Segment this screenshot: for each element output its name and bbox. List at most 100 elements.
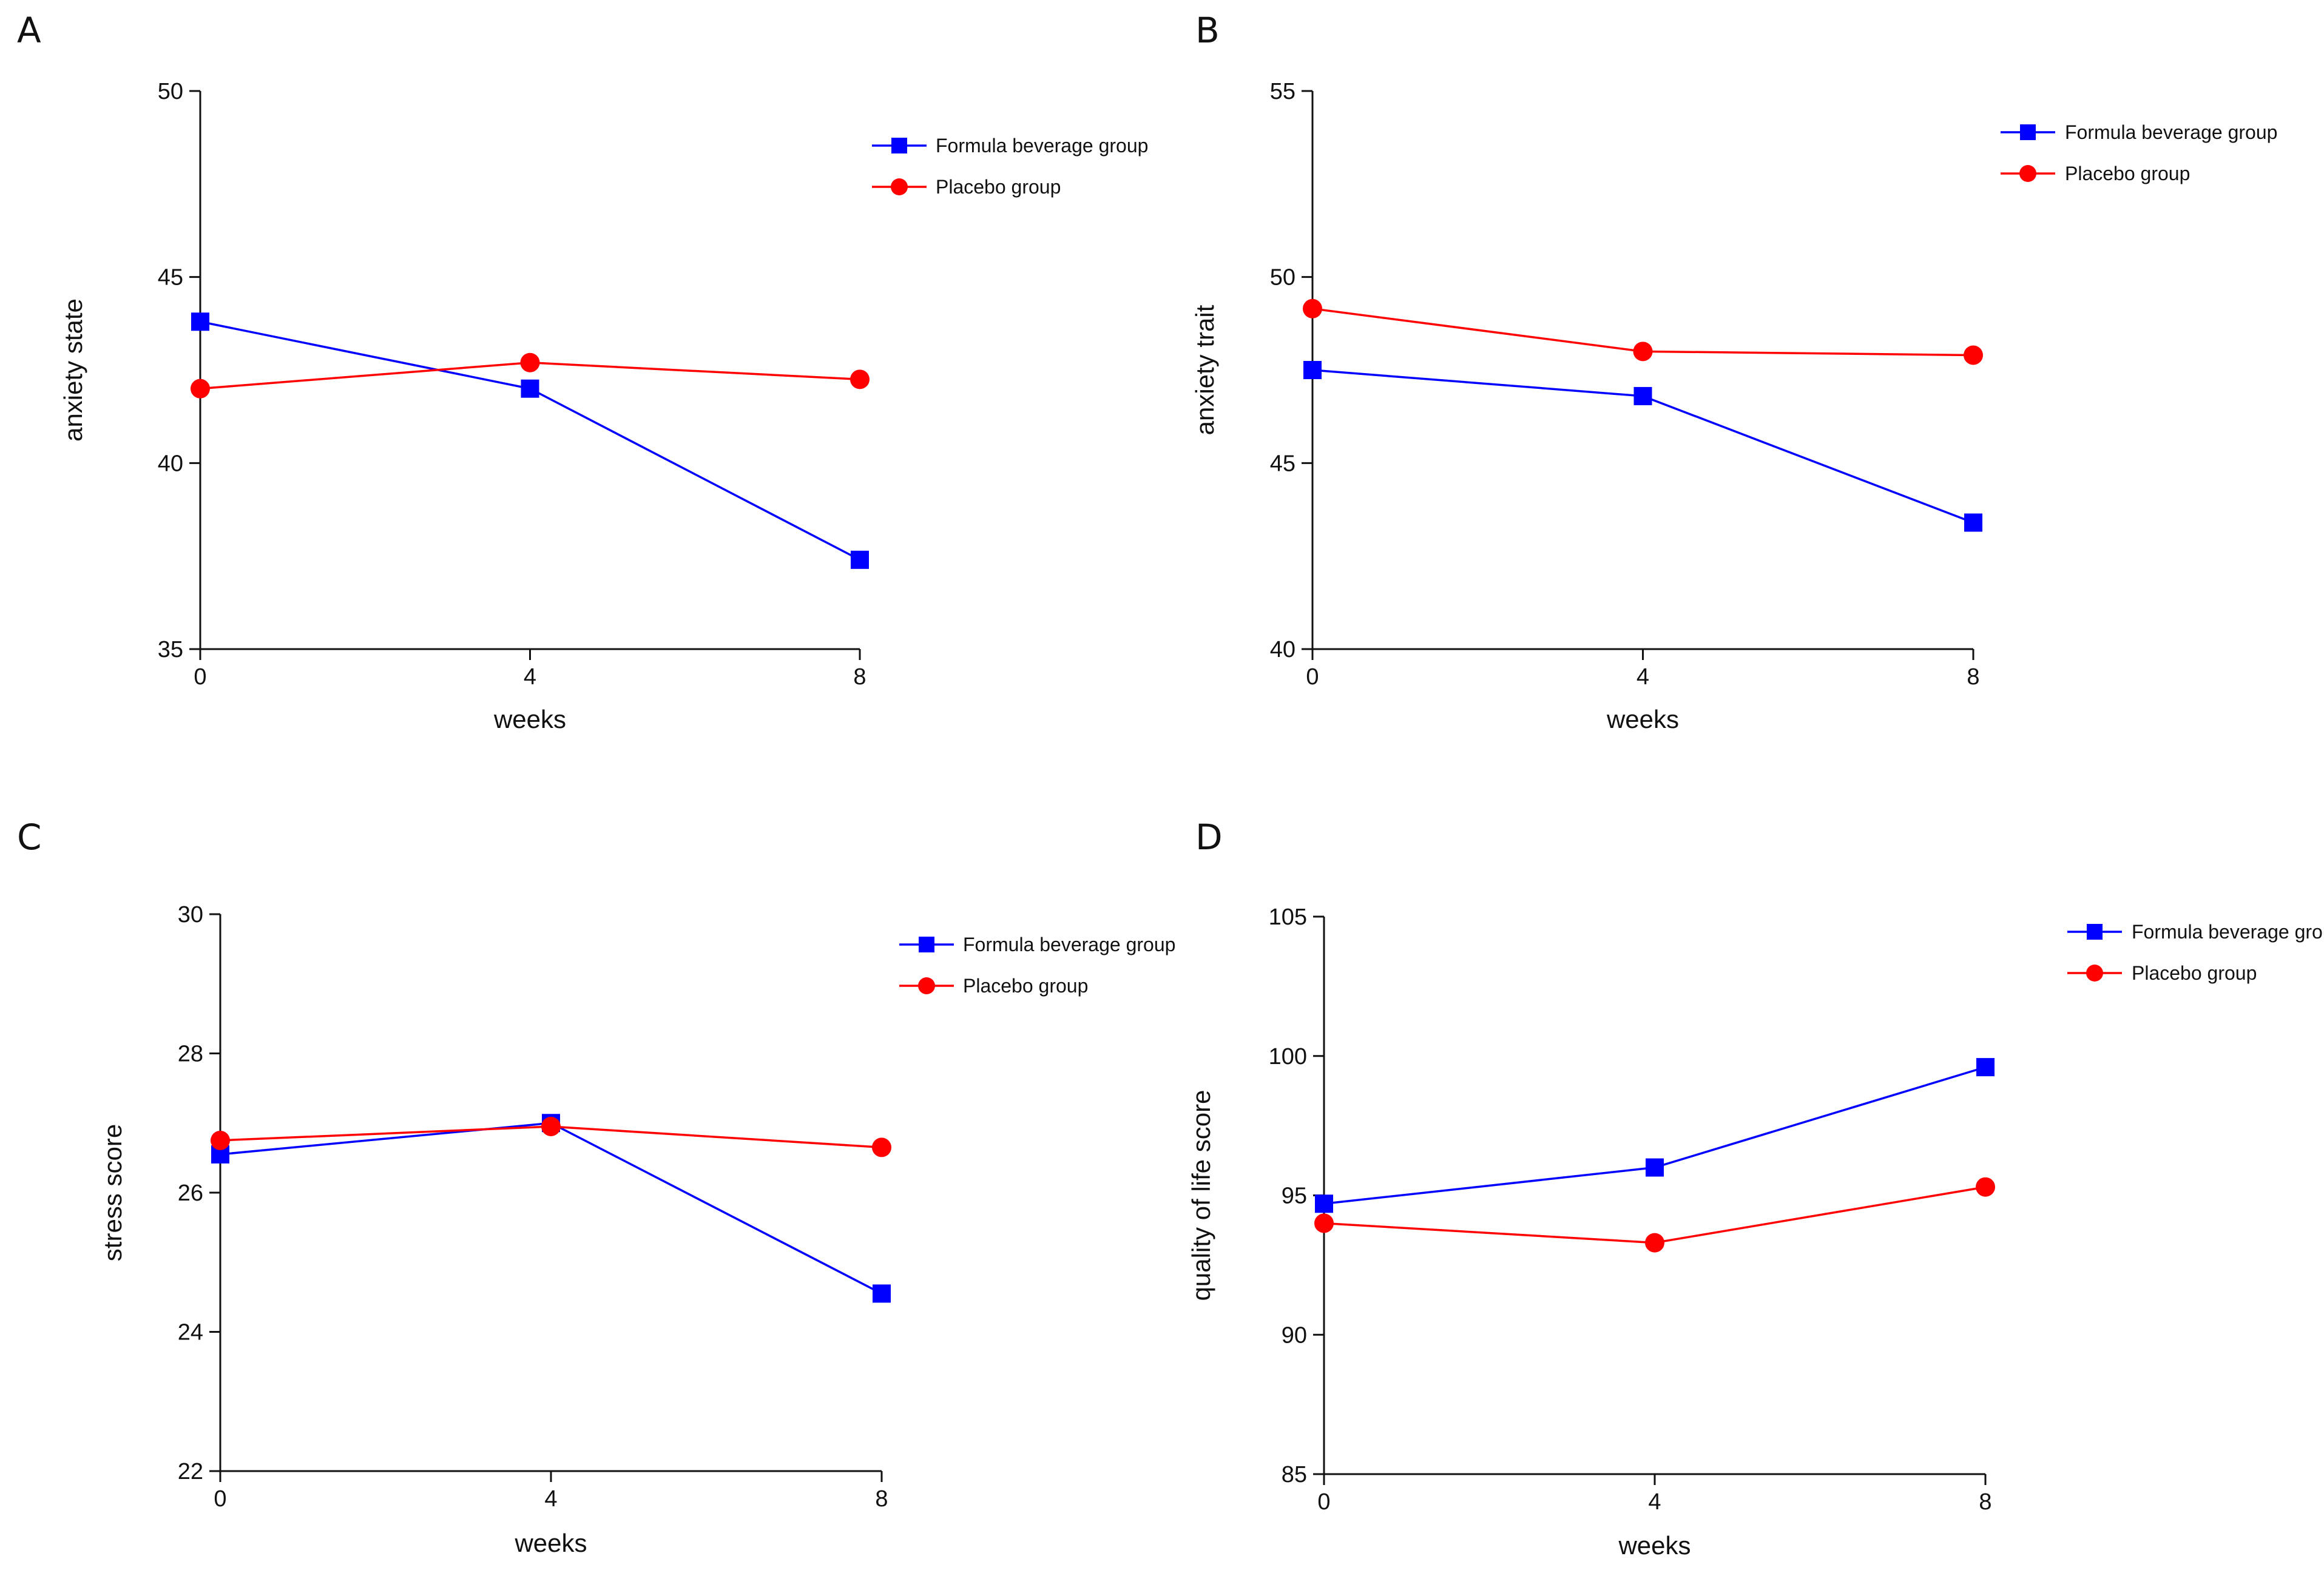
- y-tick-label: 24: [178, 1320, 203, 1346]
- legend-entry: Placebo group: [2001, 163, 2190, 184]
- data-point: [1314, 1213, 1334, 1233]
- series-placebo: [1314, 1177, 1995, 1253]
- legend-label: Placebo group: [2132, 962, 2257, 984]
- data-point: [521, 379, 539, 398]
- legend-marker: [2020, 124, 2036, 140]
- panel-letter: B: [1195, 10, 1220, 51]
- x-tick-label: 4: [1637, 664, 1649, 690]
- data-point: [1646, 1158, 1664, 1177]
- legend-label: Placebo group: [963, 975, 1088, 997]
- y-axis-title: anxiety trait: [1191, 305, 1219, 435]
- data-point: [873, 1284, 891, 1303]
- data-point: [1964, 345, 1983, 365]
- y-tick-label: 45: [158, 265, 183, 291]
- x-axis-title: weeks: [493, 705, 566, 733]
- x-tick-label: 0: [1306, 664, 1319, 690]
- data-point: [191, 312, 209, 331]
- data-point: [520, 352, 540, 372]
- data-point: [850, 369, 870, 389]
- legend-label: Formula beverage group: [936, 135, 1148, 157]
- x-tick-label: 0: [194, 664, 206, 690]
- chart-panel-a: A 35 40 45 50 0 4 8 weeks anxiety state Formula be…: [17, 10, 1148, 733]
- y-tick-label: 40: [1270, 637, 1295, 662]
- legend-marker: [2019, 165, 2036, 182]
- legend-marker: [919, 937, 934, 952]
- legend-marker: [2087, 924, 2103, 940]
- y-tick-label: 85: [1282, 1462, 1307, 1487]
- x-tick-label: 4: [1648, 1489, 1661, 1515]
- legend-entry: Placebo group: [2067, 962, 2257, 984]
- y-tick-label: 95: [1282, 1184, 1307, 1209]
- y-tick-label: 105: [1269, 904, 1307, 930]
- legend-entry: Formula beverage group: [2001, 121, 2277, 143]
- y-tick-label: 28: [178, 1042, 203, 1067]
- y-tick-label: 40: [158, 451, 183, 476]
- data-point: [1964, 513, 1982, 532]
- y-tick-label: 45: [1270, 451, 1295, 476]
- series-line: [220, 1122, 882, 1295]
- legend-label: Placebo group: [936, 176, 1061, 198]
- legend-marker: [891, 138, 907, 153]
- legend-marker: [891, 178, 908, 195]
- panel-letter: C: [17, 817, 42, 858]
- y-tick-label: 35: [158, 637, 183, 662]
- y-axis-title: stress score: [98, 1124, 127, 1261]
- chart-panel-c: C 22 24 26 28 30 0 4 8 weeks stress score Formula b…: [17, 817, 1175, 1557]
- data-point: [1303, 298, 1322, 318]
- legend-entry: Placebo group: [899, 975, 1088, 997]
- data-point: [1976, 1058, 1995, 1077]
- y-tick-label: 90: [1282, 1322, 1307, 1348]
- series-line: [1323, 1066, 1986, 1205]
- series-formula-beverage: [1315, 1058, 1995, 1213]
- x-tick-label: 8: [1967, 664, 1979, 690]
- chart-panel-d: D 85 90 95 100 105 0 4 8 weeks quality of life sco…: [1187, 817, 2324, 1560]
- series-placebo: [1303, 298, 1983, 365]
- legend-label: Formula beverage group: [2132, 921, 2324, 943]
- x-axis-title: weeks: [1606, 705, 1679, 733]
- y-tick-label: 55: [1270, 79, 1295, 104]
- y-tick-label: 50: [1270, 265, 1295, 291]
- y-axis-title: quality of life score: [1187, 1090, 1215, 1301]
- series-formula-beverage: [1303, 361, 1982, 532]
- panel-letter: A: [17, 10, 41, 51]
- legend-marker: [2086, 965, 2103, 982]
- data-point: [1976, 1177, 1995, 1197]
- y-axis-title: anxiety state: [59, 298, 87, 442]
- x-axis-title: weeks: [514, 1529, 587, 1557]
- series-placebo: [191, 352, 870, 399]
- legend-label: Formula beverage group: [963, 934, 1175, 955]
- data-point: [191, 379, 210, 399]
- legend-entry: Formula beverage group: [2067, 921, 2324, 943]
- x-tick-label: 0: [1317, 1489, 1330, 1515]
- data-point: [1315, 1194, 1333, 1213]
- legend-label: Formula beverage group: [2065, 121, 2277, 143]
- legend-marker: [918, 977, 935, 994]
- x-axis-title: weeks: [1618, 1531, 1691, 1560]
- x-tick-label: 4: [524, 664, 536, 690]
- data-point: [1633, 386, 1652, 405]
- y-tick-label: 50: [158, 79, 183, 104]
- data-point: [1645, 1233, 1664, 1253]
- data-point: [211, 1130, 230, 1150]
- legend-entry: Formula beverage group: [872, 135, 1148, 157]
- x-tick-label: 8: [853, 664, 866, 690]
- legend-entry: Formula beverage group: [899, 934, 1175, 955]
- x-tick-label: 0: [214, 1486, 226, 1512]
- data-point: [1633, 342, 1653, 362]
- y-tick-label: 100: [1269, 1044, 1307, 1069]
- y-tick-label: 22: [178, 1459, 203, 1484]
- panel-letter: D: [1195, 817, 1223, 858]
- series-placebo: [211, 1116, 891, 1157]
- data-point: [541, 1116, 561, 1136]
- x-tick-label: 8: [1979, 1489, 1991, 1515]
- legend-entry: Placebo group: [872, 176, 1061, 198]
- y-tick-label: 26: [178, 1181, 203, 1206]
- chart-panel-b: B 40 45 50 55 0 4 8 weeks anxiety trait Formula be…: [1191, 10, 2277, 733]
- x-tick-label: 4: [544, 1486, 557, 1512]
- y-tick-label: 30: [178, 902, 203, 928]
- x-tick-label: 8: [875, 1486, 888, 1512]
- data-point: [851, 550, 869, 569]
- data-point: [1303, 361, 1322, 379]
- series-formula-beverage: [191, 312, 869, 569]
